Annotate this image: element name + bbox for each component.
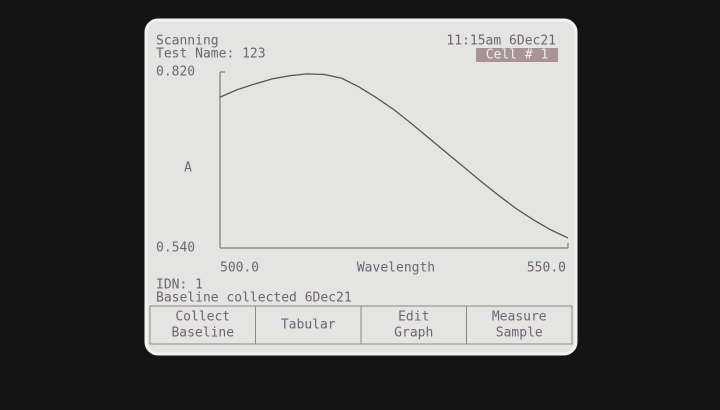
softkey-label[interactable]: Baseline xyxy=(171,326,234,341)
x-tick-label: 550.0 xyxy=(527,261,566,276)
softkey-label[interactable]: Sample xyxy=(496,326,543,341)
softkey-label[interactable]: Tabular xyxy=(281,318,336,333)
message: Baseline collected 6Dec21 xyxy=(156,291,352,306)
device-photo: Scanning Test Name: 123 11:15am 6Dec21 C… xyxy=(0,0,720,410)
softkey-label[interactable]: Collect xyxy=(175,310,230,325)
softkey-label[interactable]: Edit xyxy=(398,310,429,325)
cell: Cell # 1 xyxy=(486,48,549,63)
time: 11:15am 6Dec21 xyxy=(446,34,556,49)
x-tick-label: 500.0 xyxy=(220,261,259,276)
y-tick-label: 0.540 xyxy=(156,241,195,256)
test-name: Test Name: 123 xyxy=(156,47,266,62)
softkey-label[interactable]: Measure xyxy=(492,310,547,325)
y-axis-label: A xyxy=(184,161,192,176)
softkey-label[interactable]: Graph xyxy=(394,326,433,341)
x-axis-label: Wavelength xyxy=(357,261,435,276)
y-tick-label: 0.820 xyxy=(156,65,195,80)
page: Scanning Test Name: 123 11:15am 6Dec21 C… xyxy=(0,0,720,410)
